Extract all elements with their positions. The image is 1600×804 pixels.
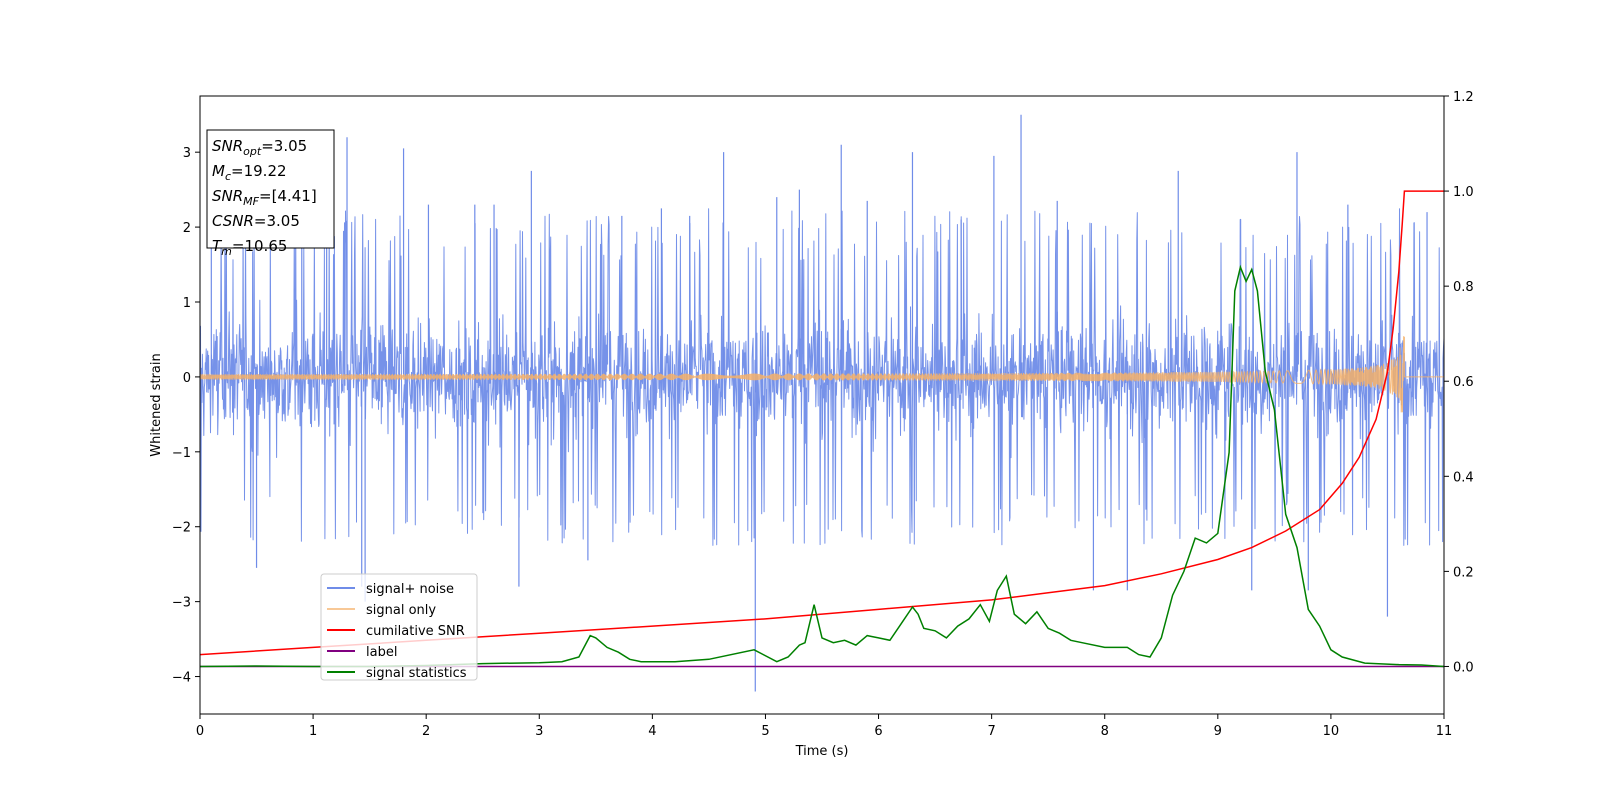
x-tick-label: 11 bbox=[1436, 724, 1453, 739]
y-axis-ticks: −4 −3 −2 −1 0 1 2 3 bbox=[172, 146, 200, 686]
x-tick-label: 6 bbox=[874, 724, 882, 739]
annotation-line: CSNR=3.05 bbox=[212, 212, 300, 230]
x-tick-label: 1 bbox=[309, 724, 317, 739]
y-tick-label: −4 bbox=[172, 671, 191, 686]
x-tick-label: 3 bbox=[535, 724, 543, 739]
y2-tick-label: 1.2 bbox=[1453, 90, 1474, 105]
plot-frame bbox=[199, 95, 1445, 715]
legend-label: signal only bbox=[366, 603, 436, 618]
y2-axis-ticks: 0.0 0.2 0.4 0.6 0.8 1.0 1.2 bbox=[1444, 90, 1474, 675]
legend-label: cumilative SNR bbox=[366, 624, 465, 639]
annotation-line: Tm=10.65 bbox=[212, 237, 287, 258]
x-tick-label: 7 bbox=[987, 724, 995, 739]
x-tick-label: 8 bbox=[1101, 724, 1109, 739]
annotation-line: Mc=19.22 bbox=[212, 162, 287, 183]
x-tick-label: 2 bbox=[422, 724, 430, 739]
x-tick-label: 0 bbox=[196, 724, 204, 739]
legend-frame bbox=[320, 573, 478, 681]
signal-noise-series bbox=[200, 208, 1444, 546]
signal-only-series bbox=[200, 336, 1444, 413]
x-axis-ticks: 0 1 2 3 4 5 6 7 8 9 10 11 bbox=[196, 714, 1452, 739]
y-tick-label: 2 bbox=[183, 221, 191, 236]
y2-tick-label: 0.0 bbox=[1453, 660, 1474, 675]
y-tick-label: 1 bbox=[183, 296, 191, 311]
x-tick-label: 5 bbox=[761, 724, 769, 739]
signal-noise-spikes bbox=[210, 114, 1428, 692]
stats-annotation-box: SNRopt=3.05 Mc=19.22 SNRMF=[4.41] CSNR=3.05… bbox=[206, 129, 335, 258]
x-axis-label: Time (s) bbox=[795, 744, 849, 759]
cumulative-snr-series bbox=[200, 190, 1444, 656]
x-tick-label: 10 bbox=[1323, 724, 1340, 739]
y2-tick-label: 0.8 bbox=[1453, 280, 1474, 295]
annotation-frame bbox=[206, 129, 335, 249]
y2-tick-label: 1.0 bbox=[1453, 185, 1474, 200]
y2-tick-label: 0.4 bbox=[1453, 470, 1474, 485]
y-tick-label: 3 bbox=[183, 146, 191, 161]
signal-statistics-series bbox=[200, 264, 1444, 668]
y-tick-label: −1 bbox=[172, 446, 191, 461]
annotation-line: SNRMF=[4.41] bbox=[212, 187, 317, 208]
legend: signal+ noise signal only cumilative SNR la… bbox=[320, 573, 478, 681]
legend-label: signal+ noise bbox=[366, 582, 454, 597]
y-tick-label: −3 bbox=[172, 596, 191, 611]
x-tick-label: 9 bbox=[1214, 724, 1222, 739]
y2-tick-label: 0.2 bbox=[1453, 565, 1474, 580]
y-tick-label: 0 bbox=[183, 371, 191, 386]
y2-tick-label: 0.6 bbox=[1453, 375, 1474, 390]
x-tick-label: 4 bbox=[648, 724, 656, 739]
y-tick-label: −2 bbox=[172, 521, 191, 536]
legend-label: label bbox=[366, 645, 397, 660]
annotation-line: SNRopt=3.05 bbox=[212, 137, 307, 158]
y-axis-label: Whitened strain bbox=[149, 353, 164, 456]
legend-label: signal statistics bbox=[366, 666, 467, 681]
plot-area bbox=[200, 114, 1444, 692]
